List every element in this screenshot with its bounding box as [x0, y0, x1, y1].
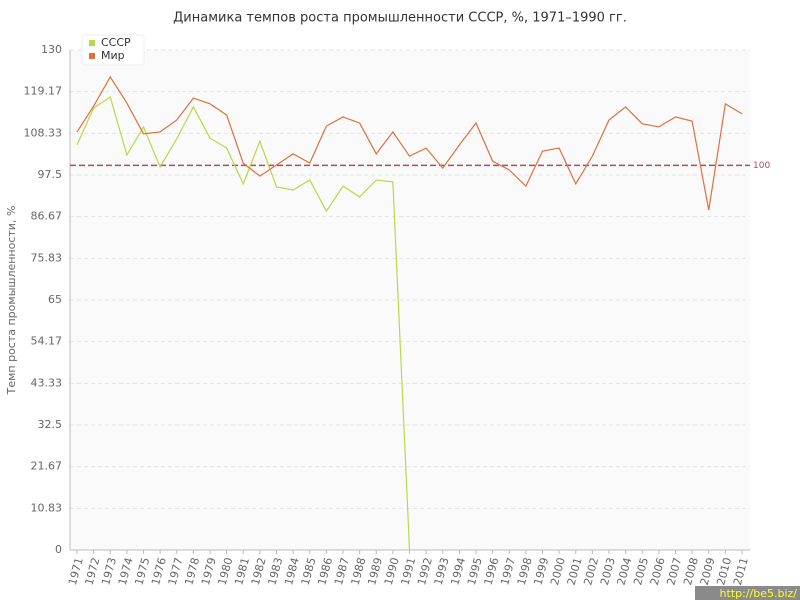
legend-swatch: [89, 40, 95, 46]
chart-title: Динамика темпов роста промышленности ССС…: [173, 11, 627, 26]
y-tick-label: 108.33: [24, 126, 63, 139]
legend-label: СССР: [101, 36, 131, 49]
legend-box: [81, 34, 145, 66]
series-line: [76, 95, 411, 551]
legend-swatch: [89, 53, 95, 59]
y-tick-label: 130: [41, 43, 62, 56]
y-axis-label: Темп роста промышленности, %: [5, 206, 18, 396]
y-tick-label: 0: [55, 543, 62, 556]
y-tick-label: 43.33: [31, 376, 63, 389]
watermark: http://be5.biz/: [720, 587, 798, 600]
y-tick-label: 65: [48, 293, 62, 306]
y-tick-label: 21.67: [31, 460, 63, 473]
y-tick-label: 86.67: [31, 210, 63, 223]
series-line: [76, 75, 743, 211]
reference-label: 100: [753, 161, 770, 171]
watermark-bg: [695, 586, 800, 600]
y-tick-label: 10.83: [31, 501, 63, 514]
legend-label: Мир: [101, 49, 125, 62]
y-tick-label: 32.5: [38, 418, 63, 431]
y-tick-label: 119.17: [24, 85, 63, 98]
y-tick-label: 97.5: [38, 168, 63, 181]
x-tick-label: 2011: [731, 556, 751, 586]
y-tick-label: 75.83: [31, 251, 63, 264]
y-tick-label: 54.17: [31, 335, 63, 348]
